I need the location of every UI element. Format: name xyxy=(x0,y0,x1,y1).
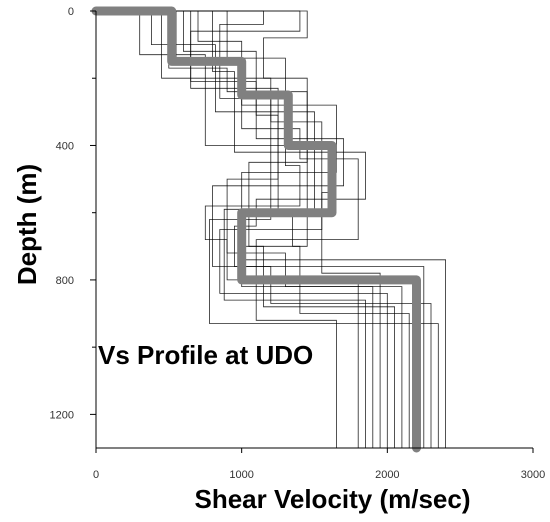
x-tick-label: 0 xyxy=(93,469,99,481)
chart-annotation: Vs Profile at UDO xyxy=(98,340,313,370)
x-tick-label: 2000 xyxy=(375,469,399,481)
x-tick-label: 1000 xyxy=(229,469,253,481)
median-profile-layer xyxy=(91,6,421,453)
trial-profile-line-8 xyxy=(96,10,447,448)
y-tick-label: 0 xyxy=(68,6,74,18)
axes: 0 1000 2000 3000 0 400 800 1200 xyxy=(50,6,546,481)
plot-area xyxy=(91,6,447,453)
trial-profile-line-3 xyxy=(96,10,432,448)
y-axis-ticks: 0 400 800 1200 xyxy=(50,6,96,421)
median-profile-line xyxy=(91,6,421,453)
trial-profile-line-7 xyxy=(96,10,388,448)
x-axis-ticks: 0 1000 2000 3000 xyxy=(93,448,545,481)
x-tick-label: 3000 xyxy=(521,469,545,481)
y-tick-label: 800 xyxy=(56,275,74,287)
trial-profiles-layer xyxy=(96,10,447,448)
y-axis-title: Depth (m) xyxy=(12,164,42,285)
y-tick-label: 1200 xyxy=(50,409,74,421)
x-axis-title: Shear Velocity (m/sec) xyxy=(194,484,470,514)
y-tick-label: 400 xyxy=(56,140,74,152)
trial-profile-line-5 xyxy=(96,10,425,448)
